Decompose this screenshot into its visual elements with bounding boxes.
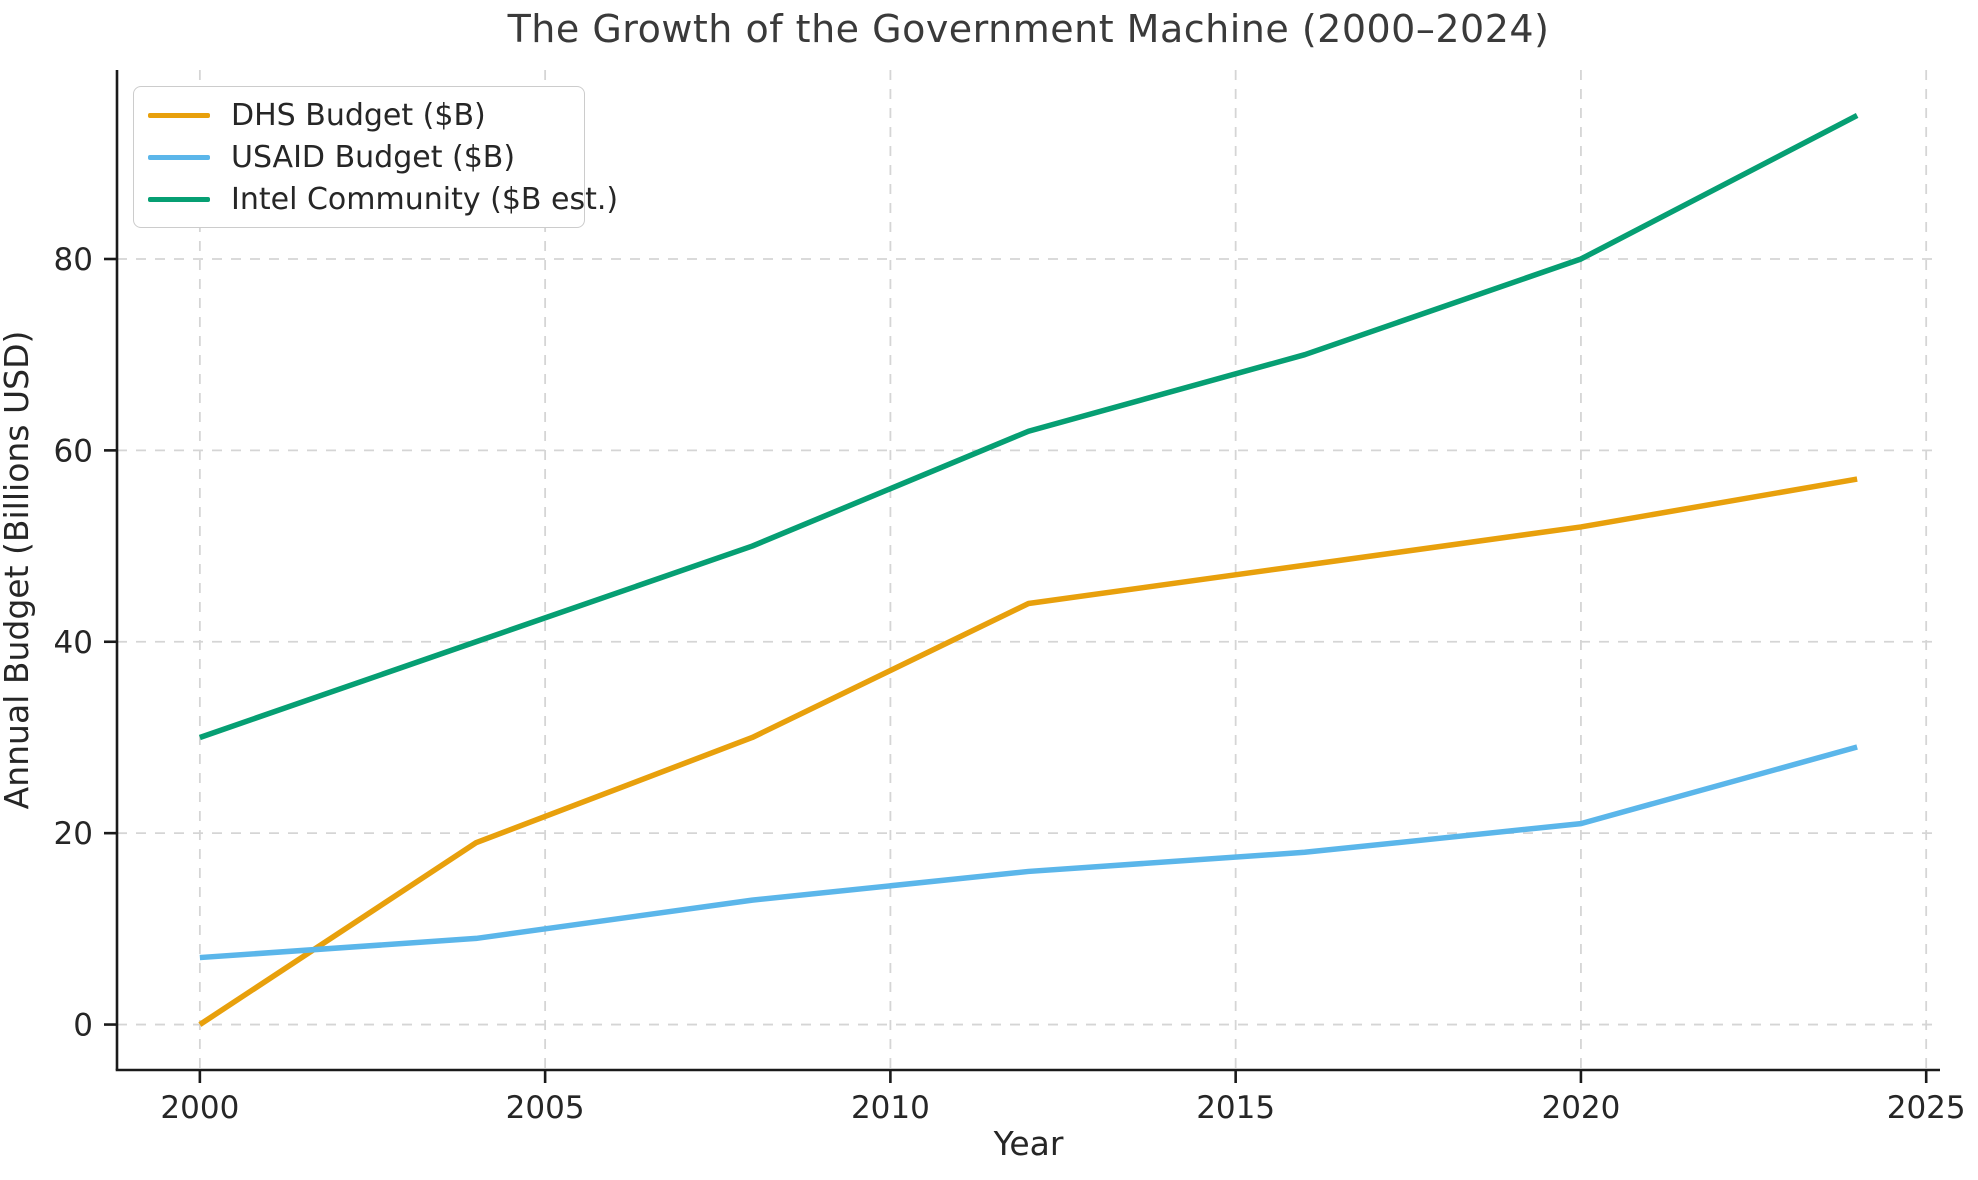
legend-label: USAID Budget ($B): [231, 139, 516, 175]
x-axis-label: Year: [993, 1124, 1064, 1163]
legend-swatch-intel: [148, 196, 210, 202]
y-tick-label: 40: [54, 625, 93, 661]
x-tick-label: 2020: [1541, 1090, 1620, 1126]
x-tick-label: 2025: [1887, 1090, 1966, 1126]
y-tick-label: 0: [73, 1008, 93, 1044]
legend-label: Intel Community ($B est.): [231, 181, 619, 217]
legend-swatch-usaid: [148, 154, 210, 160]
series-line-0: [198, 476, 1858, 1027]
legend: DHS Budget ($B) USAID Budget ($B) Intel …: [133, 86, 618, 228]
legend-item: DHS Budget ($B): [148, 97, 566, 133]
legend-item: Intel Community ($B est.): [148, 181, 618, 217]
series-line-2: [198, 113, 1859, 741]
x-tick-label: 2015: [1196, 1090, 1275, 1126]
legend-item: USAID Budget ($B): [148, 139, 566, 175]
y-axis-label: Annual Budget (Billions USD): [0, 330, 36, 810]
y-tick-label: 60: [54, 433, 93, 469]
y-tick-label: 80: [54, 242, 93, 278]
x-tick-label: 2005: [506, 1090, 585, 1126]
series-line-1: [199, 744, 1858, 961]
x-tick-label: 2010: [851, 1090, 930, 1126]
legend-swatch-dhs: [148, 112, 210, 118]
chart-title: The Growth of the Government Machine (20…: [507, 7, 1550, 51]
x-tick-label: 2000: [160, 1090, 239, 1126]
legend-label: DHS Budget ($B): [231, 97, 486, 133]
y-tick-label: 20: [54, 816, 93, 852]
